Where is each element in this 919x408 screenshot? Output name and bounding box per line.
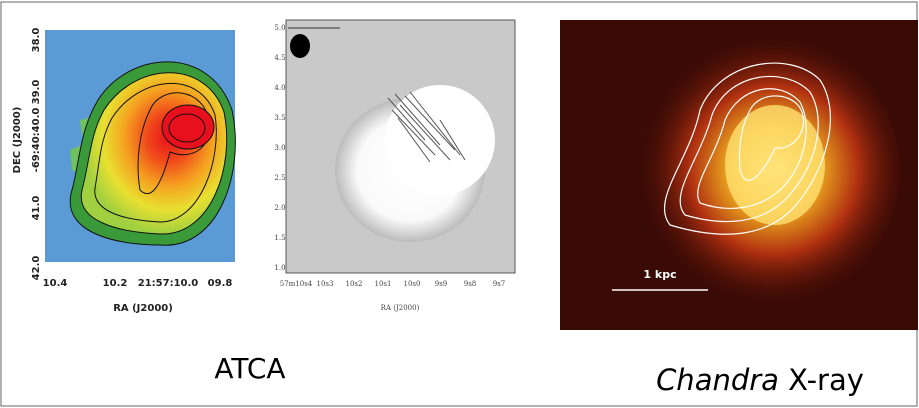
x-tick-label: 21:57:10.0 — [138, 278, 199, 289]
y-tick-label: 42.0 — [31, 256, 42, 281]
y-tick-label: 1.5 — [274, 234, 285, 242]
figure: DEC (J2000) RA (J2000) 38.0 39.0 -69:40:40… — [0, 0, 919, 408]
y-tick-label: 3.0 — [274, 144, 285, 152]
y-tick-label: 39.0 — [31, 80, 42, 105]
chandra-image — [560, 20, 918, 330]
y-tick-label: 41.0 — [31, 196, 42, 221]
y-tick-label: 2.5 — [274, 174, 285, 182]
y-tick-label: 3.5 — [274, 114, 285, 122]
x-tick-label: 10s0 — [404, 280, 421, 288]
caption: Chandra X-ray — [656, 363, 864, 397]
y-tick-label: 2.0 — [274, 204, 285, 212]
y-tick-label: 4.0 — [274, 84, 285, 92]
atca-image — [45, 30, 235, 262]
x-tick-label: 9s8 — [464, 280, 477, 288]
y-axis-label: DEC (J2000) — [12, 107, 23, 174]
polarization-image — [286, 20, 515, 273]
x-tick-label: 09.8 — [208, 278, 233, 289]
x-tick-label: 10s1 — [375, 280, 392, 288]
y-tick-label: 4.5 — [274, 54, 285, 62]
x-axis-label: RA (J2000) — [381, 304, 420, 312]
y-tick-label: 38.0 — [31, 28, 42, 53]
caption: ATCA — [214, 352, 285, 385]
y-tick-label: -69:40:40.0 — [31, 108, 42, 173]
x-tick-label: 9s7 — [493, 280, 506, 288]
scale-label: 1 kpc — [643, 268, 676, 281]
x-tick-label: 10s3 — [317, 280, 334, 288]
x-tick-label: 9s9 — [435, 280, 448, 288]
x-tick-label: 10.4 — [43, 278, 68, 289]
x-tick-label: 10s2 — [346, 280, 363, 288]
y-tick-label: 1.0 — [274, 264, 285, 272]
caption-italic: Chandra — [656, 363, 779, 397]
x-tick-label: 10.2 — [103, 278, 128, 289]
x-axis-label: RA (J2000) — [113, 303, 173, 314]
x-tick-label: 57m10s4 — [280, 280, 313, 288]
y-tick-label: 5.0 — [274, 24, 285, 32]
caption-rest: X-ray — [779, 363, 864, 397]
